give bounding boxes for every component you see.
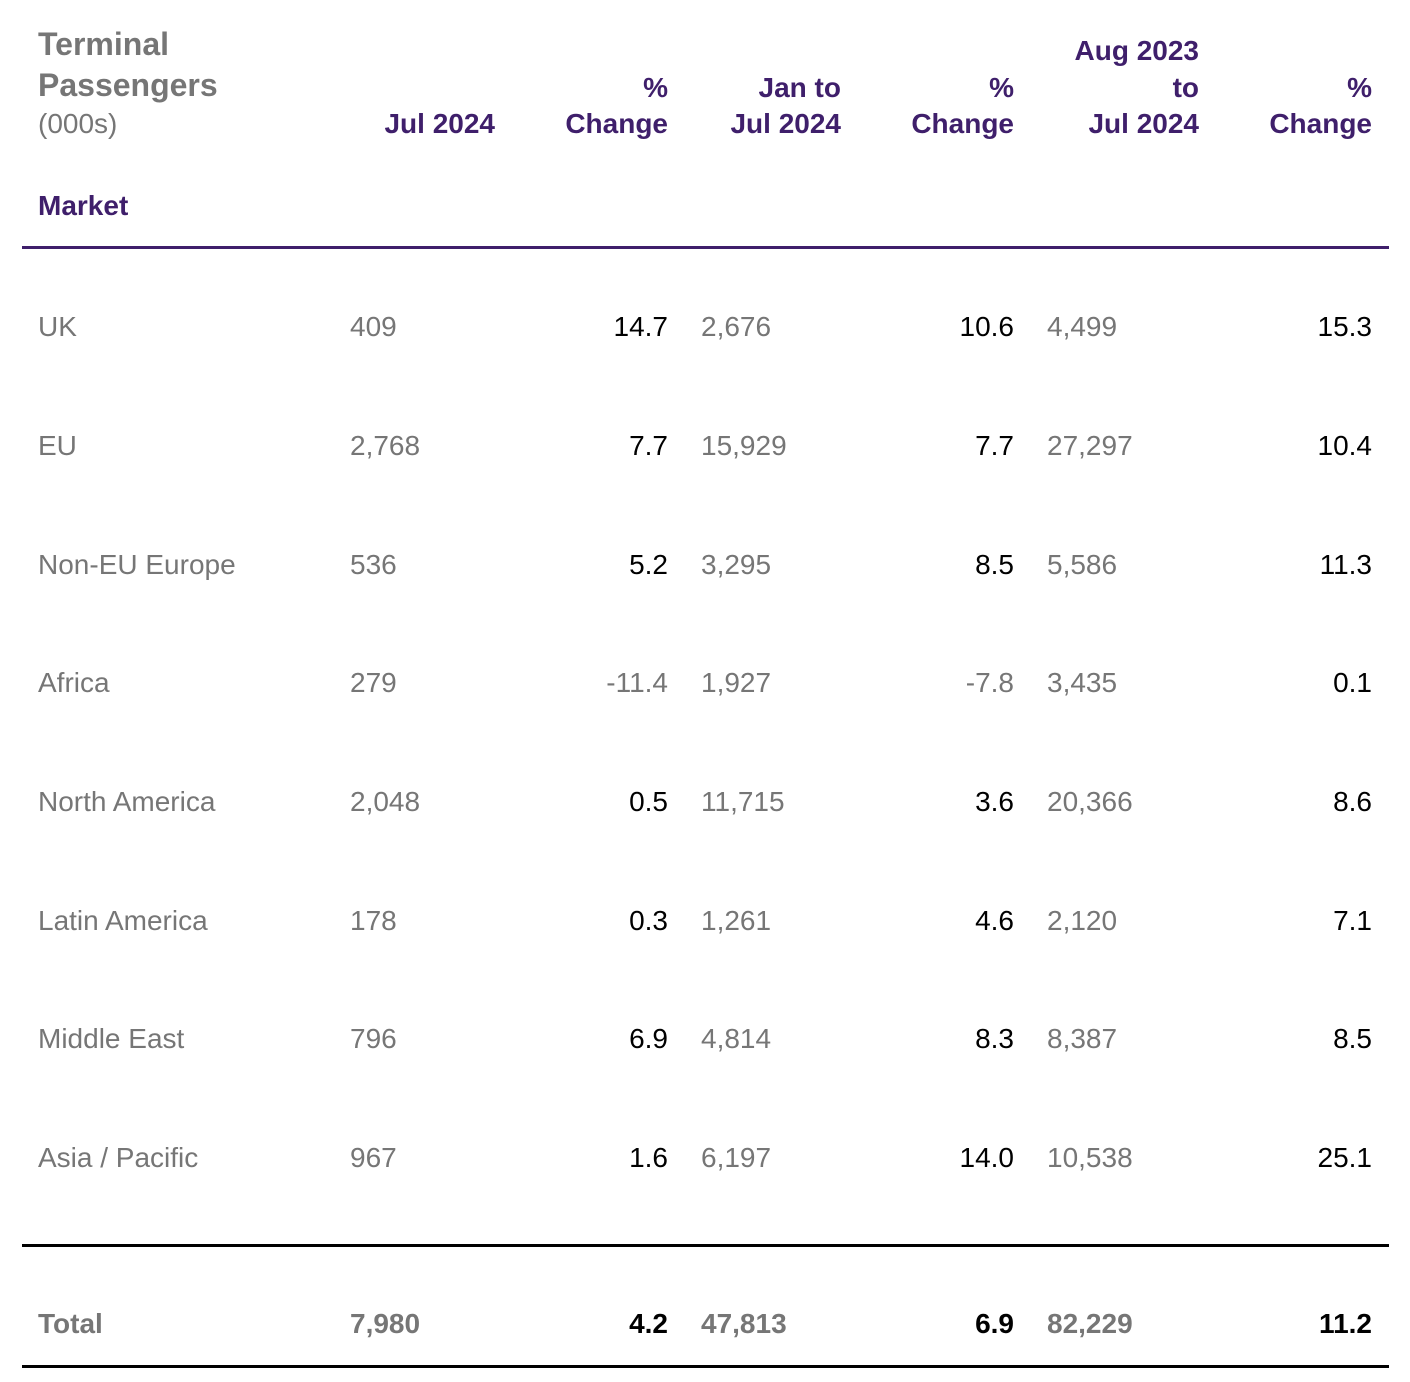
jul-2024-cell: 967	[350, 1142, 397, 1173]
ytd-cell: 2,676	[701, 311, 772, 342]
rolling-change-cell: 8.5	[1333, 1023, 1372, 1054]
ytd-change-cell: 14.0	[959, 1142, 1015, 1173]
jul-change-cell: 5.2	[629, 549, 668, 580]
total-ytd-cell: 47,813	[701, 1308, 787, 1339]
total-ytd-change-cell: 6.9	[975, 1308, 1014, 1339]
ytd-cell: 6,197	[701, 1142, 772, 1173]
jul-2024-cell: 796	[350, 1023, 397, 1054]
jul-2024-cell: 2,048	[350, 786, 421, 817]
ytd-change-cell: 8.3	[975, 1023, 1014, 1054]
ytd-change-cell: 7.7	[975, 430, 1014, 461]
market-cell: Middle East	[38, 1023, 185, 1054]
header-ytd-change-line2: Change	[911, 108, 1014, 139]
table-row: Non-EU Europe 536 5.2 3,295 8.5 5,586 11…	[0, 545, 1410, 585]
ytd-change-cell: 4.6	[975, 905, 1014, 936]
header-rolling-change-line2: Change	[1269, 108, 1372, 139]
ytd-change-cell: 8.5	[975, 549, 1014, 580]
market-cell: North America	[38, 786, 216, 817]
rolling-change-cell: 0.1	[1333, 667, 1372, 698]
header-market: Market	[38, 190, 129, 221]
header-rolling-change-line1: %	[1347, 72, 1372, 103]
rolling-cell: 27,297	[1047, 430, 1133, 461]
header-rolling-line2: to	[1172, 72, 1199, 103]
table-row: EU 2,768 7.7 15,929 7.7 27,297 10.4	[0, 426, 1410, 466]
jul-change-cell: 1.6	[629, 1142, 668, 1173]
market-cell: Non-EU Europe	[38, 549, 236, 580]
ytd-change-cell: 3.6	[975, 786, 1014, 817]
market-cell: Latin America	[38, 905, 208, 936]
jul-2024-cell: 2,768	[350, 430, 421, 461]
header-jul-2024: Jul 2024	[384, 108, 495, 139]
header-ytd-line2: Jul 2024	[730, 108, 841, 139]
ytd-cell: 1,927	[701, 667, 772, 698]
total-rolling-change-cell: 11.2	[1319, 1308, 1372, 1339]
rolling-change-cell: 15.3	[1317, 311, 1373, 342]
rolling-cell: 20,366	[1047, 786, 1133, 817]
market-cell: Africa	[38, 667, 110, 698]
header-divider	[22, 246, 1389, 249]
rolling-change-cell: 7.1	[1333, 905, 1372, 936]
rolling-change-cell: 11.3	[1319, 549, 1372, 580]
total-divider-top	[22, 1244, 1389, 1247]
rolling-cell: 3,435	[1047, 667, 1118, 698]
rolling-change-cell: 25.1	[1317, 1142, 1373, 1173]
rolling-change-cell: 8.6	[1333, 786, 1372, 817]
ytd-change-cell: 10.6	[959, 311, 1015, 342]
market-cell: UK	[38, 311, 77, 342]
ytd-change-cell: -7.8	[965, 667, 1014, 698]
total-jul-2024-cell: 7,980	[350, 1308, 421, 1339]
table-row: Africa 279 -11.4 1,927 -7.8 3,435 0.1	[0, 663, 1410, 703]
rolling-cell: 5,586	[1047, 549, 1118, 580]
jul-2024-cell: 536	[350, 549, 397, 580]
ytd-cell: 3,295	[701, 549, 772, 580]
header-rolling-line1: Aug 2023	[1074, 35, 1200, 66]
table-title-line2: Passengers	[38, 67, 218, 103]
table-row: North America 2,048 0.5 11,715 3.6 20,36…	[0, 782, 1410, 822]
table-row: UK 409 14.7 2,676 10.6 4,499 15.3	[0, 307, 1410, 347]
total-row: Total 7,980 4.2 47,813 6.9 82,229 11.2	[0, 1304, 1410, 1344]
ytd-cell: 15,929	[701, 430, 787, 461]
jul-change-cell: 6.9	[629, 1023, 668, 1054]
market-cell: Asia / Pacific	[38, 1142, 199, 1173]
jul-change-cell: 0.3	[629, 905, 668, 936]
jul-change-cell: 14.7	[613, 311, 669, 342]
header-ytd-change-line1: %	[989, 72, 1014, 103]
header-jul-change-line2: Change	[565, 108, 668, 139]
rolling-cell: 10,538	[1047, 1142, 1133, 1173]
jul-change-cell: -11.4	[606, 667, 668, 698]
header-ytd-line1: Jan to	[758, 72, 841, 103]
ytd-cell: 4,814	[701, 1023, 772, 1054]
header-rolling-line3: Jul 2024	[1088, 108, 1199, 139]
table-row: Asia / Pacific 967 1.6 6,197 14.0 10,538…	[0, 1138, 1410, 1178]
jul-change-cell: 0.5	[629, 786, 668, 817]
rolling-cell: 2,120	[1047, 905, 1118, 936]
jul-2024-cell: 409	[350, 311, 397, 342]
ytd-cell: 11,715	[701, 786, 785, 817]
rolling-change-cell: 10.4	[1317, 430, 1373, 461]
total-divider-bottom	[22, 1365, 1389, 1368]
table-row: Latin America 178 0.3 1,261 4.6 2,120 7.…	[0, 901, 1410, 941]
total-jul-change-cell: 4.2	[629, 1308, 668, 1339]
table-units: (000s)	[38, 108, 118, 139]
rolling-cell: 8,387	[1047, 1023, 1118, 1054]
table-title-line1: Terminal	[38, 26, 169, 62]
ytd-cell: 1,261	[701, 905, 772, 936]
jul-2024-cell: 178	[350, 905, 397, 936]
total-rolling-cell: 82,229	[1047, 1308, 1133, 1339]
rolling-cell: 4,499	[1047, 311, 1118, 342]
jul-2024-cell: 279	[350, 667, 397, 698]
market-cell: EU	[38, 430, 77, 461]
total-label: Total	[38, 1308, 103, 1339]
header-jul-change-line1: %	[643, 72, 668, 103]
jul-change-cell: 7.7	[629, 430, 668, 461]
table-row: Middle East 796 6.9 4,814 8.3 8,387 8.5	[0, 1019, 1410, 1059]
